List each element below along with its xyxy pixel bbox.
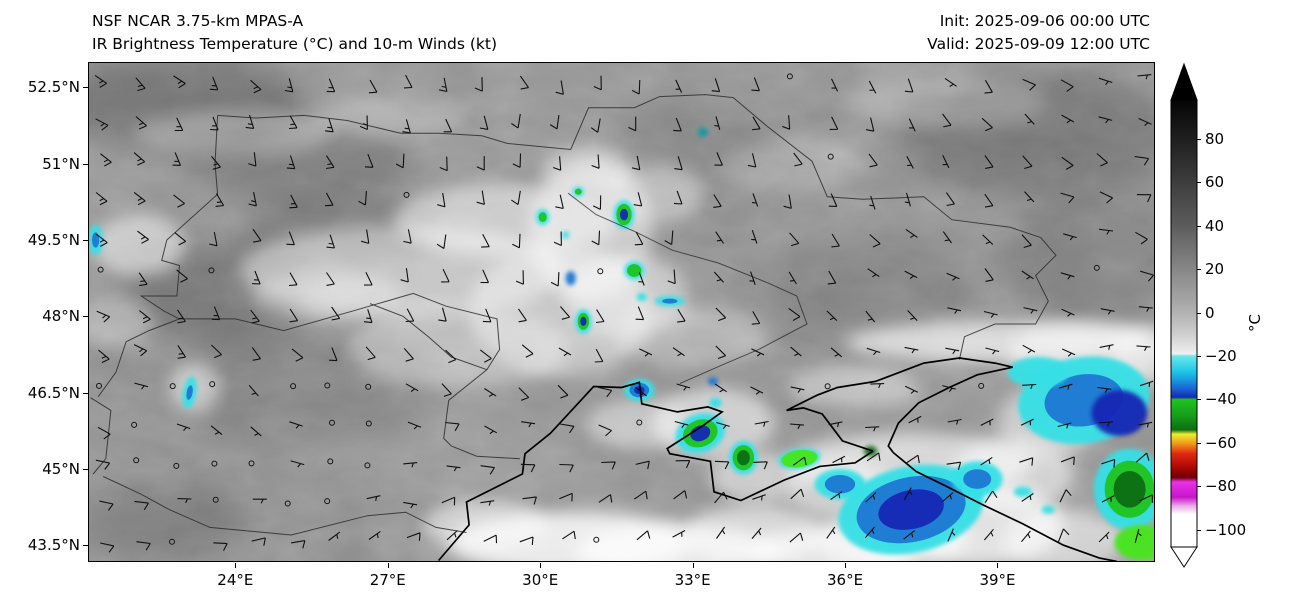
x-tick-mark (997, 563, 998, 568)
colorbar-extend-min (1170, 546, 1198, 568)
y-tick-label: 48°N (42, 307, 80, 326)
x-tick-mark (235, 563, 236, 568)
y-tick-mark (83, 545, 88, 546)
colorbar-tick-label: −80 (1205, 477, 1237, 496)
colorbar-tick-label: −60 (1205, 433, 1237, 452)
colorbar-unit-label: °C (1245, 313, 1264, 332)
colorbar-tick-label: 20 (1205, 260, 1225, 279)
time-block: Init: 2025-09-06 00:00 UTC Valid: 2025-0… (927, 10, 1150, 56)
colorbar-tick-label: −20 (1205, 347, 1237, 366)
x-tick-mark (845, 563, 846, 568)
colorbar-tick-mark (1197, 356, 1201, 357)
x-tick-mark (540, 563, 541, 568)
y-tick-label: 49.5°N (27, 231, 80, 250)
y-tick-label: 52.5°N (27, 78, 80, 97)
x-tick-label: 39°E (979, 571, 1016, 589)
x-tick-label: 27°E (369, 571, 406, 589)
x-tick-label: 24°E (217, 571, 254, 589)
colorbar-tick-label: −100 (1205, 520, 1247, 539)
colorbar-tick-label: 40 (1205, 216, 1225, 235)
colorbar-tick-mark (1197, 313, 1201, 314)
colorbar-tick-mark (1197, 182, 1201, 183)
rivers (567, 192, 808, 384)
valid-time: Valid: 2025-09-09 12:00 UTC (927, 35, 1150, 53)
x-tick-label: 30°E (522, 571, 559, 589)
colorbar-gradient (1170, 99, 1198, 548)
colorbar-extend-max (1170, 62, 1198, 101)
y-tick-mark (83, 87, 88, 88)
y-tick-label: 45°N (42, 459, 80, 478)
wind-barbs (94, 73, 1155, 553)
colorbar-tick-mark (1197, 443, 1201, 444)
y-tick-label: 43.5°N (27, 536, 80, 555)
x-tick-label: 33°E (674, 571, 711, 589)
colorbar-tick-mark (1197, 226, 1201, 227)
colorbar-tick-label: 0 (1205, 303, 1215, 322)
y-tick-mark (83, 240, 88, 241)
y-tick-label: 51°N (42, 154, 80, 173)
map-frame (88, 62, 1155, 562)
x-tick-label: 36°E (827, 571, 864, 589)
colorbar-tick-mark (1197, 139, 1201, 140)
colorbar-tick-mark (1197, 486, 1201, 487)
colorbar-tick-mark (1197, 530, 1201, 531)
ir-field-texture (88, 62, 1155, 562)
x-tick-mark (388, 563, 389, 568)
colorbar-tick-mark (1197, 269, 1201, 270)
x-tick-mark (693, 563, 694, 568)
model-title: NSF NCAR 3.75-km MPAS-A (92, 12, 304, 30)
y-tick-mark (83, 164, 88, 165)
y-tick-mark (83, 469, 88, 470)
map-plot-area (88, 62, 1155, 562)
y-tick-label: 46.5°N (27, 383, 80, 402)
colorbar-tick-mark (1197, 399, 1201, 400)
colorbar-tick-label: 60 (1205, 173, 1225, 192)
colorbar-tick-label: 80 (1205, 130, 1225, 149)
country-borders (90, 94, 1057, 536)
colorbar-tick-label: −40 (1205, 390, 1237, 409)
plot-title-block: NSF NCAR 3.75-km MPAS-A IR Brightness Te… (92, 10, 497, 56)
field-title: IR Brightness Temperature (°C) and 10-m … (92, 35, 497, 53)
colorbar (1170, 62, 1198, 568)
init-time: Init: 2025-09-06 00:00 UTC (939, 12, 1150, 30)
y-tick-mark (83, 393, 88, 394)
y-tick-mark (83, 316, 88, 317)
coastlines (437, 357, 1118, 562)
